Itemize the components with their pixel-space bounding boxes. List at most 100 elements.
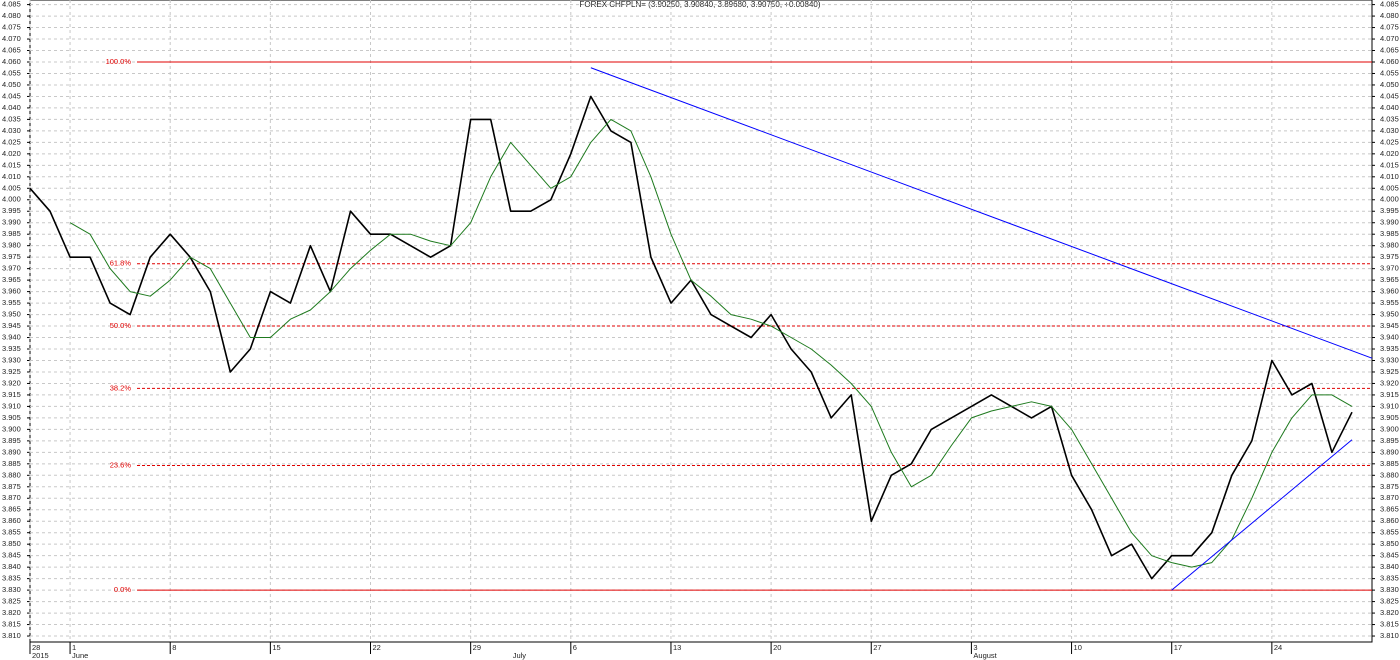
y-tick-label: 3.950 [2,310,21,319]
y-tick-label: 3.850 [2,539,21,548]
y-tick-label: 4.080 [1380,11,1399,20]
y-tick-label: 4.000 [2,195,21,204]
y-tick-label: 4.015 [2,160,21,169]
y-tick-label: 4.045 [2,91,21,100]
x-tick-label: 20 [773,643,781,652]
y-tick-label: 3.835 [1380,574,1399,583]
y-tick-label: 3.960 [2,287,21,296]
y-tick-label: 4.030 [1380,126,1399,135]
y-tick-label: 4.005 [2,183,21,192]
y-tick-label: 4.025 [1380,137,1399,146]
y-tick-label: 3.915 [2,390,21,399]
y-tick-label: 3.840 [1380,562,1399,571]
y-tick-label: 3.955 [1380,298,1399,307]
y-tick-label: 3.845 [1380,551,1399,560]
x-tick-label: 17 [1174,643,1182,652]
y-tick-label: 3.975 [2,252,21,261]
x-tick-label: 22 [373,643,381,652]
y-tick-label: 3.880 [2,470,21,479]
fib-label: 0.0% [114,585,131,594]
y-tick-label: 3.950 [1380,310,1399,319]
y-tick-label: 3.935 [2,344,21,353]
fib-label: 38.2% [110,383,132,392]
y-tick-label: 3.810 [2,631,21,640]
y-tick-label: 4.060 [2,57,21,66]
y-tick-label: 4.065 [1380,45,1399,54]
y-tick-label: 3.825 [2,597,21,606]
y-tick-label: 3.865 [1380,505,1399,514]
trend-line [1171,439,1353,591]
y-tick-label: 3.870 [1380,493,1399,502]
y-tick-label: 3.945 [2,321,21,330]
x-period-label: August [973,651,997,660]
fib-label: 23.6% [110,460,132,469]
fib-label: 61.8% [110,259,132,268]
y-tick-label: 3.925 [1380,367,1399,376]
x-tick-label: 6 [573,643,577,652]
y-tick-label: 3.970 [2,264,21,273]
y-tick-label: 3.915 [1380,390,1399,399]
y-tick-label: 4.015 [1380,160,1399,169]
y-tick-label: 3.855 [1380,528,1399,537]
x-tick-label: 1 [72,643,76,652]
y-tick-label: 3.880 [1380,470,1399,479]
y-tick-label: 3.995 [1380,206,1399,215]
y-tick-label: 3.955 [2,298,21,307]
y-tick-label: 4.005 [1380,183,1399,192]
y-tick-label: 3.925 [2,367,21,376]
x-tick-label: 29 [473,643,481,652]
fib-label: 50.0% [110,321,132,330]
x-period-label: July [513,651,527,660]
y-tick-label: 3.840 [2,562,21,571]
y-tick-label: 3.885 [2,459,21,468]
y-tick-label: 3.830 [1380,585,1399,594]
x-period-label: 2015 [32,651,49,660]
y-tick-label: 3.965 [2,275,21,284]
y-tick-label: 3.830 [2,585,21,594]
y-tick-label: 3.940 [2,333,21,342]
y-tick-label: 3.835 [2,574,21,583]
y-tick-label: 3.995 [2,206,21,215]
y-tick-label: 3.980 [1380,241,1399,250]
y-tick-label: 3.935 [1380,344,1399,353]
y-tick-label: 3.870 [2,493,21,502]
y-tick-label: 3.875 [1380,482,1399,491]
y-tick-label: 4.055 [2,68,21,77]
y-tick-label: 3.895 [1380,436,1399,445]
y-tick-label: 4.010 [2,172,21,181]
chart-title: FOREX CHFPLN= (3.90250, 3.90840, 3.89680… [579,0,820,9]
x-tick-label: 15 [272,643,280,652]
y-tick-label: 3.890 [1380,447,1399,456]
series-line [69,118,1353,568]
y-tick-label: 3.920 [2,378,21,387]
y-tick-label: 3.990 [1380,218,1399,227]
y-tick-label: 4.050 [2,80,21,89]
y-tick-label: 3.885 [1380,459,1399,468]
y-tick-label: 3.940 [1380,333,1399,342]
y-tick-label: 3.985 [2,229,21,238]
y-tick-label: 4.035 [1380,114,1399,123]
y-tick-label: 3.900 [1380,424,1399,433]
y-tick-label: 4.040 [1380,103,1399,112]
y-tick-label: 4.070 [1380,34,1399,43]
y-tick-label: 3.930 [1380,355,1399,364]
y-tick-label: 3.850 [1380,539,1399,548]
y-tick-label: 3.975 [1380,252,1399,261]
y-tick-label: 3.990 [2,218,21,227]
y-tick-label: 4.050 [1380,80,1399,89]
y-tick-label: 4.070 [2,34,21,43]
y-tick-label: 3.865 [2,505,21,514]
y-tick-label: 3.855 [2,528,21,537]
y-tick-label: 3.820 [1380,608,1399,617]
y-tick-label: 4.020 [1380,149,1399,158]
y-tick-label: 3.910 [2,401,21,410]
fib-label: 100.0% [106,57,132,66]
y-tick-label: 3.910 [1380,401,1399,410]
y-tick-label: 3.845 [2,551,21,560]
y-tick-label: 4.025 [2,137,21,146]
y-tick-label: 4.060 [1380,57,1399,66]
y-tick-label: 4.080 [2,11,21,20]
x-tick-label: 3 [973,643,977,652]
